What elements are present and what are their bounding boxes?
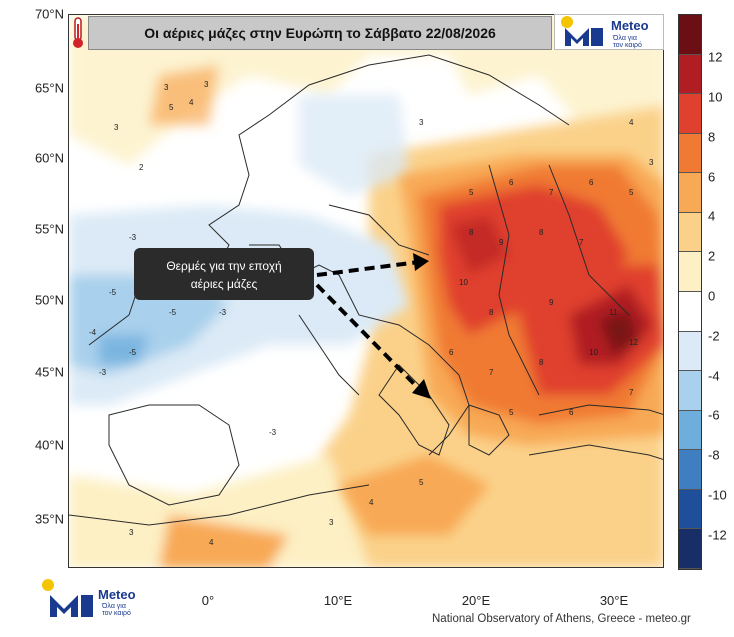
colorbar-segment xyxy=(679,134,701,174)
svg-text:3: 3 xyxy=(114,123,119,132)
lat-label: 40°N xyxy=(4,438,64,453)
svg-text:-5: -5 xyxy=(129,348,137,357)
svg-text:6: 6 xyxy=(509,178,514,187)
svg-text:4: 4 xyxy=(369,498,374,507)
svg-text:6: 6 xyxy=(449,348,454,357)
lon-label: 0° xyxy=(202,593,214,608)
colorbar-tick: -12 xyxy=(708,528,727,543)
callout-box: Θερμές για την εποχή αέριες μάζες xyxy=(134,248,314,300)
lon-label: 10°E xyxy=(324,593,352,608)
svg-text:-5: -5 xyxy=(109,288,117,297)
lon-label: 30°E xyxy=(600,593,628,608)
svg-text:-4: -4 xyxy=(89,328,97,337)
svg-text:3: 3 xyxy=(129,528,134,537)
credit-text: National Observatory of Athens, Greece -… xyxy=(432,613,691,625)
svg-text:-3: -3 xyxy=(129,233,137,242)
svg-text:2: 2 xyxy=(139,163,144,172)
callout-line-1: Θερμές για την εποχή xyxy=(134,257,314,275)
logo-tagline-1: Όλα για xyxy=(102,603,126,610)
svg-text:10: 10 xyxy=(459,278,468,287)
colorbar-tick: 12 xyxy=(708,50,722,65)
svg-text:-3: -3 xyxy=(219,308,227,317)
colorbar xyxy=(678,14,702,570)
svg-text:3: 3 xyxy=(164,83,169,92)
colorbar-segment xyxy=(679,450,701,490)
colorbar-segment xyxy=(679,213,701,253)
colorbar-tick: 6 xyxy=(708,170,715,185)
svg-text:5: 5 xyxy=(419,478,424,487)
svg-text:5: 5 xyxy=(509,408,514,417)
svg-text:9: 9 xyxy=(499,238,504,247)
colorbar-segment xyxy=(679,94,701,134)
colorbar-segment xyxy=(679,332,701,372)
colorbar-tick: -4 xyxy=(708,369,720,384)
logo-tagline-1: Όλα για xyxy=(613,35,637,42)
svg-text:7: 7 xyxy=(579,238,584,247)
svg-text:12: 12 xyxy=(629,338,638,347)
svg-text:7: 7 xyxy=(549,188,554,197)
colorbar-tick: 2 xyxy=(708,249,715,264)
svg-text:5: 5 xyxy=(629,188,634,197)
svg-text:5: 5 xyxy=(169,103,174,112)
colorbar-tick: 8 xyxy=(708,130,715,145)
lat-label: 65°N xyxy=(4,81,64,96)
colorbar-segment xyxy=(679,292,701,332)
svg-text:3: 3 xyxy=(329,518,334,527)
colorbar-tick: 0 xyxy=(708,289,715,304)
colorbar-segment xyxy=(679,173,701,213)
svg-text:8: 8 xyxy=(469,228,474,237)
thermometer-icon xyxy=(70,16,86,50)
colorbar-tick: -10 xyxy=(708,488,727,503)
svg-text:7: 7 xyxy=(629,388,634,397)
lat-label: 50°N xyxy=(4,293,64,308)
colorbar-segment xyxy=(679,371,701,411)
colorbar-segment xyxy=(679,490,701,530)
svg-text:9: 9 xyxy=(549,298,554,307)
lat-label: 45°N xyxy=(4,365,64,380)
logo-brand: Meteo xyxy=(98,587,136,602)
colorbar-tick: -6 xyxy=(708,408,720,423)
svg-text:3: 3 xyxy=(419,118,424,127)
lat-label: 35°N xyxy=(4,512,64,527)
colorbar-segment xyxy=(679,15,701,55)
colorbar-tick: -2 xyxy=(708,329,720,344)
colorbar-segment xyxy=(679,529,701,569)
svg-text:11: 11 xyxy=(609,308,618,317)
svg-text:4: 4 xyxy=(189,98,194,107)
svg-text:8: 8 xyxy=(489,308,494,317)
lat-label: 55°N xyxy=(4,222,64,237)
svg-text:8: 8 xyxy=(539,358,544,367)
svg-text:-3: -3 xyxy=(269,428,277,437)
svg-text:3: 3 xyxy=(649,158,654,167)
svg-text:3: 3 xyxy=(204,80,209,89)
svg-text:-3: -3 xyxy=(99,368,107,377)
lon-label: 20°E xyxy=(462,593,490,608)
svg-text:-5: -5 xyxy=(169,308,177,317)
lat-label: 60°N xyxy=(4,151,64,166)
svg-text:6: 6 xyxy=(569,408,574,417)
colorbar-tick: -8 xyxy=(708,448,720,463)
colorbar-tick: 4 xyxy=(708,209,715,224)
logo-tagline-2: τον καιρό xyxy=(102,610,131,617)
svg-text:8: 8 xyxy=(539,228,544,237)
logo-brand: Meteo xyxy=(611,18,649,33)
colorbar-segment xyxy=(679,252,701,292)
svg-text:4: 4 xyxy=(629,118,634,127)
meteo-logo-icon xyxy=(40,577,96,621)
meteo-logo-icon xyxy=(559,16,609,50)
logo-tagline-2: τον καιρό xyxy=(613,42,642,49)
meteo-logo-bottom: Meteo Όλα για τον καιρό xyxy=(40,577,150,621)
svg-text:4: 4 xyxy=(209,538,214,547)
map-title: Οι αέριες μάζες στην Ευρώπη το Σάββατο 2… xyxy=(88,16,552,50)
colorbar-segment xyxy=(679,411,701,451)
lat-label: 70°N xyxy=(4,7,64,22)
svg-text:7: 7 xyxy=(489,368,494,377)
callout-line-2: αέριες μάζες xyxy=(134,275,314,293)
svg-text:5: 5 xyxy=(469,188,474,197)
colorbar-tick: 10 xyxy=(708,90,722,105)
meteo-logo-top: Meteo Όλα για τον καιρό xyxy=(554,14,664,50)
svg-text:6: 6 xyxy=(589,178,594,187)
svg-text:10: 10 xyxy=(589,348,598,357)
colorbar-segment xyxy=(679,55,701,95)
